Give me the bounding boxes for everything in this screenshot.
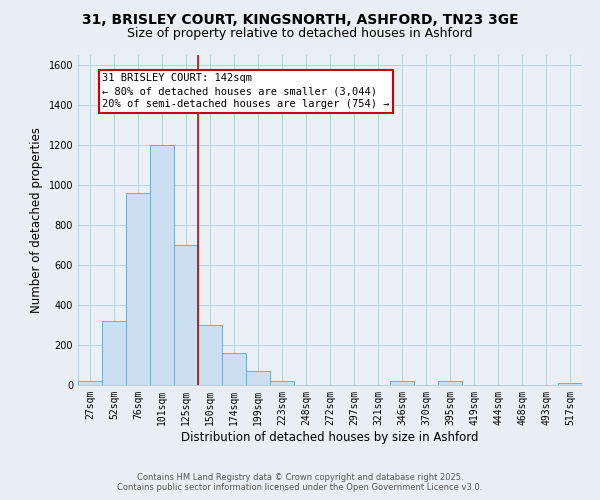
- Bar: [222, 353, 246, 385]
- Text: Contains HM Land Registry data © Crown copyright and database right 2025.
Contai: Contains HM Land Registry data © Crown c…: [118, 473, 482, 492]
- Bar: [198, 325, 222, 385]
- Text: Size of property relative to detached houses in Ashford: Size of property relative to detached ho…: [127, 28, 473, 40]
- Text: 31, BRISLEY COURT, KINGSNORTH, ASHFORD, TN23 3GE: 31, BRISLEY COURT, KINGSNORTH, ASHFORD, …: [82, 12, 518, 26]
- Bar: [390, 381, 414, 385]
- Text: 31 BRISLEY COURT: 142sqm
← 80% of detached houses are smaller (3,044)
20% of sem: 31 BRISLEY COURT: 142sqm ← 80% of detach…: [102, 73, 389, 110]
- X-axis label: Distribution of detached houses by size in Ashford: Distribution of detached houses by size …: [181, 430, 479, 444]
- Bar: [102, 320, 126, 385]
- Y-axis label: Number of detached properties: Number of detached properties: [30, 127, 43, 313]
- Bar: [246, 371, 270, 385]
- Bar: [270, 381, 294, 385]
- Bar: [438, 381, 462, 385]
- Bar: [558, 383, 582, 385]
- Bar: [126, 193, 150, 385]
- Bar: [174, 245, 198, 385]
- Bar: [78, 381, 102, 385]
- Bar: [150, 145, 174, 385]
